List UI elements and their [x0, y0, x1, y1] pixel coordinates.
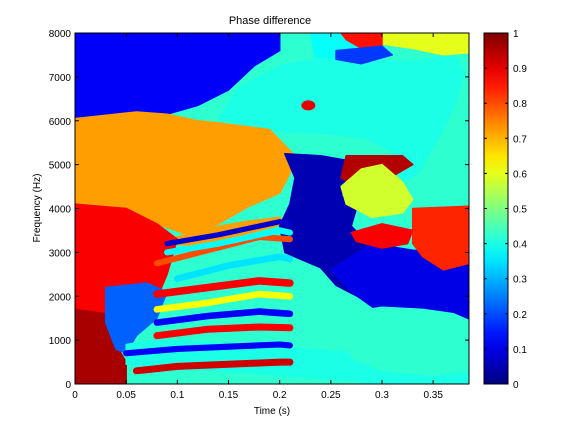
- y-tick-label: 1000: [49, 336, 72, 347]
- heatmap-stripe-8: [164, 227, 293, 256]
- colorbar-tick-label: 0.6: [513, 169, 527, 180]
- colorbar-tick-label: 0.1: [513, 345, 527, 356]
- heatmap-speck-1: [301, 100, 316, 111]
- y-tick-label: 4000: [49, 205, 72, 216]
- heatmap-stripe-3: [153, 290, 294, 313]
- heatmap-region-blue-lower-left: [104, 282, 168, 355]
- y-tick-label: 2000: [49, 292, 72, 303]
- heatmap-stripe-6: [123, 341, 293, 357]
- colorbar-ticks: 0 0.1 0.2 0.3 0.4 0.5 0.6 0.7 0.8 0.9 1: [484, 29, 527, 391]
- colorbar-tick-label: 0.5: [513, 205, 527, 216]
- heatmap-stripe-4: [153, 308, 294, 326]
- heatmap-stripe-7: [153, 233, 293, 267]
- chart-title: Phase difference: [229, 15, 311, 27]
- y-tick-label: 8000: [49, 29, 72, 40]
- heatmap-regions: [75, 33, 469, 384]
- heatmap-stripe-9: [164, 219, 293, 247]
- y-axis-label: Frequency (Hz): [32, 174, 43, 243]
- x-tick-label: 0.25: [321, 390, 341, 401]
- colorbar-tick-label: 0.4: [513, 240, 527, 251]
- heatmap-region-red-block-right: [411, 205, 469, 271]
- x-tick-label: 0.05: [116, 390, 136, 401]
- colorbar-tick-label: 1: [513, 29, 519, 40]
- x-tick-label: 0.2: [273, 390, 287, 401]
- heatmap-region-upper-right-teal: [217, 51, 465, 183]
- colorbar-tick-label: 0: [513, 380, 519, 391]
- y-tick-label: 0: [65, 380, 71, 391]
- x-tick-label: 0.35: [423, 390, 443, 401]
- heatmap-stripe-5: [153, 323, 294, 340]
- y-tick-label: 6000: [49, 117, 72, 128]
- x-tick-label: 0: [72, 390, 78, 401]
- x-tick-label: 0.1: [170, 390, 184, 401]
- heatmap-stripe-10: [132, 358, 294, 375]
- y-tick-label: 7000: [49, 73, 72, 84]
- heatmap-region-green-blob: [340, 163, 414, 219]
- colorbar-tick-label: 0.9: [513, 64, 527, 75]
- heatmap-region-cyan-lower: [125, 339, 469, 384]
- colorbar-tick-label: 0.2: [513, 310, 527, 321]
- y-axis: 0 1000 2000 3000 4000 5000 6000 7000 8000: [49, 29, 469, 391]
- x-axis-label: Time (s): [254, 406, 290, 417]
- heatmap-region-top-blue: [335, 45, 393, 65]
- heatmap-region-teal-right-lower: [340, 306, 469, 376]
- y-tick-label: 5000: [49, 161, 72, 172]
- colorbar: [483, 32, 509, 385]
- x-axis: 0 0.05 0.1 0.15 0.2 0.25 0.3 0.35: [72, 33, 443, 401]
- heatmap-stripe-1: [174, 253, 294, 282]
- colorbar-tick-label: 0.8: [513, 99, 527, 110]
- y-tick-label: 3000: [49, 248, 72, 259]
- x-tick-label: 0.3: [375, 390, 389, 401]
- heatmap-region-red-small-mid: [350, 223, 414, 249]
- colorbar-tick-label: 0.3: [513, 275, 527, 286]
- colorbar-tick-label: 0.7: [513, 134, 527, 145]
- heatmap-stripe-2: [153, 277, 294, 298]
- x-tick-label: 0.15: [219, 390, 239, 401]
